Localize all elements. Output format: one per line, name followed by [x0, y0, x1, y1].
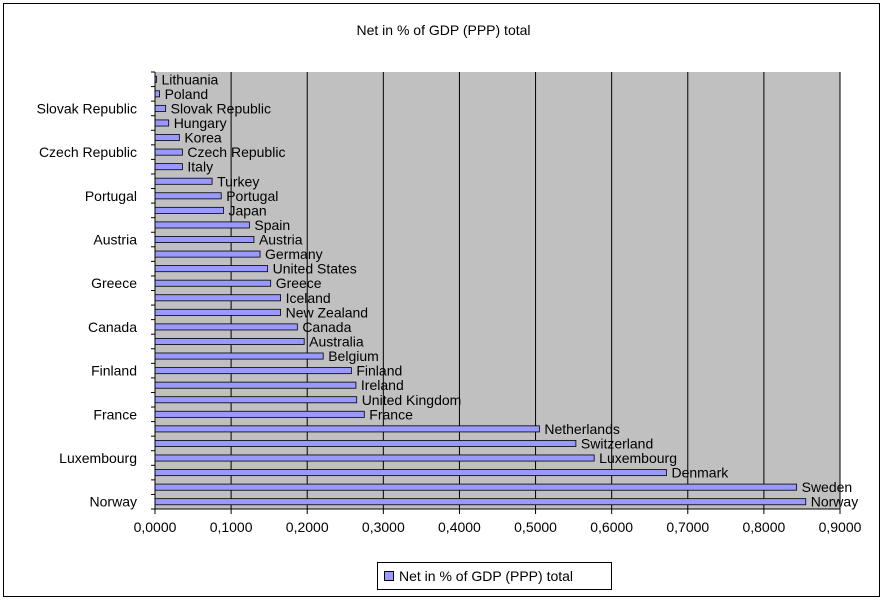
data-label: Turkey [217, 173, 259, 189]
y-tick-label: Norway [90, 494, 137, 510]
bar [154, 425, 540, 433]
bar [154, 323, 298, 331]
bar [154, 279, 272, 287]
data-label: Greece [276, 275, 322, 291]
x-tick-label: 0,8000 [742, 519, 785, 535]
x-tick-label: 0,2000 [286, 519, 329, 535]
x-tick-label: 0,6000 [590, 519, 633, 535]
bar [154, 498, 807, 506]
bar [154, 454, 595, 462]
data-label: Sweden [802, 479, 853, 495]
data-label: Ireland [361, 377, 404, 393]
data-label: Austria [259, 232, 303, 248]
data-label: Norway [811, 494, 858, 510]
bar [154, 134, 180, 142]
chart-title: Net in % of GDP (PPP) total [356, 22, 531, 38]
legend: Net in % of GDP (PPP) total [377, 562, 612, 590]
data-label: Switzerland [581, 435, 653, 451]
y-tick-label: Finland [91, 363, 137, 379]
data-label: Slovak Republic [171, 100, 271, 116]
data-label: Iceland [286, 290, 331, 306]
x-tick-label: 0,1000 [210, 519, 253, 535]
bar [154, 236, 255, 243]
data-label: Poland [165, 86, 209, 102]
bar [154, 469, 667, 477]
data-label: Canada [302, 319, 351, 335]
y-tick-label: Slovak Republic [37, 100, 137, 116]
bar [154, 338, 305, 345]
data-label: Portugal [226, 188, 278, 204]
y-tick-label: Greece [91, 275, 137, 291]
bar [154, 206, 224, 214]
data-label: Lithuania [162, 71, 219, 87]
data-label: Italy [187, 159, 213, 175]
x-tick-label: 0,3000 [362, 519, 405, 535]
y-tick-label: Portugal [85, 188, 137, 204]
x-tick-label: 0,0000 [134, 519, 177, 535]
x-tick-label: 0,9000 [819, 519, 862, 535]
bar [154, 148, 183, 156]
data-label: Japan [229, 202, 267, 218]
y-tick-label: Canada [88, 319, 137, 335]
data-label: Czech Republic [187, 144, 285, 160]
y-tick-label: Czech Republic [39, 144, 137, 160]
x-tick-label: 0,7000 [666, 519, 709, 535]
data-label: United Kingdom [362, 392, 462, 408]
bar [154, 104, 167, 112]
y-tick-label: Luxembourg [59, 450, 137, 466]
data-label: Hungary [174, 115, 227, 131]
data-label: Australia [309, 333, 364, 349]
legend-swatch [384, 571, 394, 581]
data-label: Netherlands [544, 421, 620, 437]
y-tick-label: France [93, 406, 137, 422]
y-tick-label: Austria [93, 232, 137, 248]
bar [154, 250, 261, 258]
data-label: Denmark [671, 465, 729, 481]
legend-label: Net in % of GDP (PPP) total [399, 568, 574, 584]
bar [154, 177, 213, 185]
data-label: New Zealand [286, 304, 369, 320]
bar [154, 163, 183, 171]
bar [154, 439, 577, 447]
data-label: France [369, 406, 413, 422]
bar [154, 367, 352, 375]
x-tick-label: 0,4000 [438, 519, 481, 535]
data-label: Finland [356, 363, 402, 379]
bar [154, 410, 365, 418]
bar [154, 308, 281, 316]
data-label: Korea [184, 130, 222, 146]
bar [154, 483, 798, 491]
bar [154, 294, 281, 302]
plot-area [155, 72, 840, 509]
data-label: Germany [265, 246, 323, 262]
bar [154, 119, 170, 127]
bar [154, 221, 250, 229]
data-label: Spain [254, 217, 290, 233]
bar [154, 265, 269, 273]
bar [154, 192, 222, 200]
bar [154, 396, 358, 404]
data-label: Belgium [328, 348, 379, 364]
bar [154, 352, 324, 360]
bar [154, 381, 357, 389]
data-label: Luxembourg [599, 450, 677, 466]
data-label: United States [273, 261, 357, 277]
bar [154, 90, 160, 98]
x-tick-label: 0,5000 [514, 519, 557, 535]
